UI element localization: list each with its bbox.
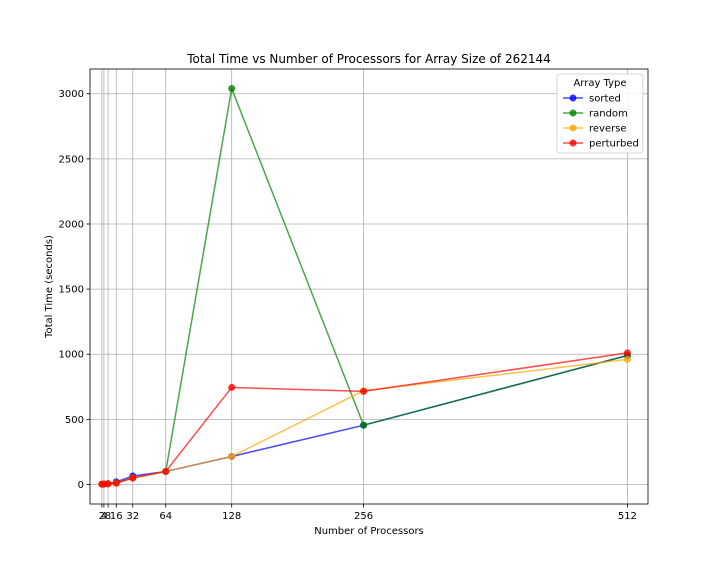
y-tick-label: 500 (65, 415, 84, 426)
legend-label-random: random (589, 109, 628, 120)
legend-label-reverse: reverse (589, 124, 627, 135)
legend-marker-random (569, 109, 577, 117)
x-tick-label: 64 (159, 511, 172, 522)
data-point-random (228, 85, 236, 93)
x-tick-label: 16 (110, 511, 123, 522)
y-tick-label: 2500 (59, 154, 84, 165)
chart-title: Total Time vs Number of Processors for A… (186, 52, 551, 66)
legend-title: Array Type (573, 78, 626, 89)
data-point-perturbed (228, 383, 236, 391)
data-point-perturbed (112, 479, 120, 487)
data-point-random (360, 421, 368, 429)
legend-box (556, 73, 644, 154)
legend-marker-perturbed (569, 139, 577, 147)
data-point-perturbed (129, 474, 137, 482)
y-tick-label: 3000 (59, 89, 84, 100)
data-point-perturbed (104, 480, 112, 488)
data-point-perturbed (623, 349, 631, 357)
x-tick-label: 2 (99, 511, 105, 522)
series-perturbed (98, 349, 631, 488)
x-tick-label: 4 (101, 511, 107, 522)
y-axis-label: Total Time (seconds) (44, 235, 55, 339)
data-point-reverse (228, 452, 236, 460)
plot-frame (89, 68, 649, 505)
x-axis-label: Number of Processors (314, 526, 424, 537)
data-point-perturbed (360, 387, 368, 395)
y-tick-label: 1000 (59, 350, 84, 361)
y-tick-label: 1500 (59, 285, 84, 296)
y-tick-label: 0 (78, 480, 84, 491)
legend-label-perturbed: perturbed (589, 139, 639, 150)
x-tick-label: 8 (105, 511, 111, 522)
data-point-reverse (623, 355, 631, 363)
legend-marker-sorted (569, 94, 577, 102)
x-tick-label: 128 (222, 511, 241, 522)
legend-marker-reverse (569, 124, 577, 132)
x-tick-label: 512 (618, 511, 637, 522)
x-tick-label: 32 (126, 511, 139, 522)
y-tick-label: 2000 (59, 219, 84, 230)
data-point-perturbed (162, 467, 170, 475)
legend: Array Type sorted random reverse perturbed (556, 73, 644, 154)
legend-label-sorted: sorted (589, 94, 621, 105)
x-tick-label: 256 (354, 511, 373, 522)
plot-series (98, 85, 631, 488)
